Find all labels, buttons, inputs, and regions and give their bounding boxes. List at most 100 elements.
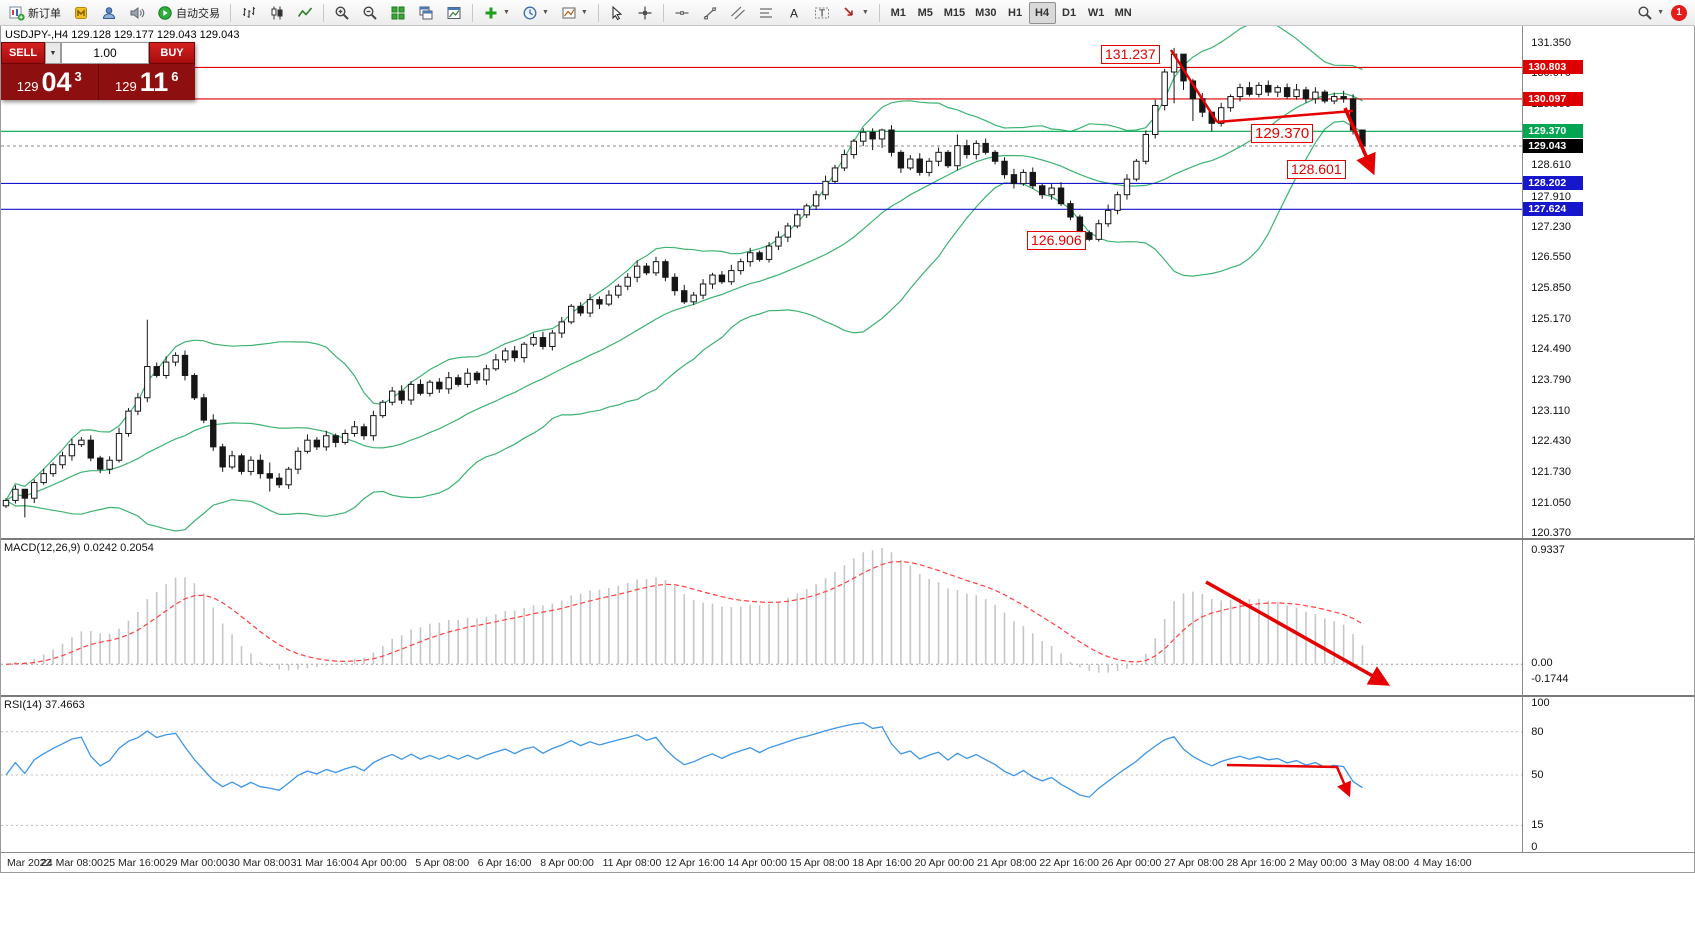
rsi-axis[interactable]: 100 80 50 15 0 <box>1522 697 1694 853</box>
price-axis-label: 127.910 <box>1531 190 1571 203</box>
macd-axis-label: 0.9337 <box>1531 544 1565 556</box>
rsi-axis-label: 0 <box>1531 841 1538 853</box>
main-chart-panel: USDJPY-,H4 129.128 129.177 129.043 129.0… <box>1 26 1694 539</box>
crosshair-tool-button[interactable] <box>632 2 658 24</box>
timeframe-h1[interactable]: H1 <box>1008 6 1023 19</box>
auto-trading-icon <box>158 5 172 20</box>
timeframe-m1[interactable]: M1 <box>890 6 906 19</box>
arrow-shape-icon <box>844 6 853 16</box>
sell-price-prefix: 129 <box>16 78 39 94</box>
time-label: 4 Apr 00:00 <box>353 857 407 869</box>
price-tag: 130.803 <box>1523 60 1584 75</box>
timeframe-m15[interactable]: M15 <box>943 6 966 19</box>
horizontal-line-tool-button[interactable] <box>669 2 695 24</box>
templates-button[interactable]: ▼ <box>556 2 593 24</box>
time-label: 27 Apr 08:00 <box>1164 857 1224 869</box>
tile-windows-icon <box>391 6 405 19</box>
price-tag: 127.624 <box>1523 202 1584 217</box>
dropdown-arrow-icon: ▼ <box>541 9 549 16</box>
buy-price-display[interactable]: 129 11 6 <box>97 64 196 100</box>
sounds-button[interactable] <box>124 2 150 24</box>
timeframe-group: M1 M5 M15 M30 H1 H4 D1 W1 MN <box>885 1 1137 24</box>
add-indicator-button[interactable]: ▼ <box>478 2 515 24</box>
macd-chart[interactable] <box>1 540 1523 695</box>
search-button[interactable]: ▼ <box>1632 2 1669 24</box>
zoom-out-button[interactable] <box>357 2 383 24</box>
notification-badge[interactable]: 1 <box>1671 4 1687 21</box>
rsi-axis-label: 80 <box>1531 725 1544 738</box>
new-order-icon <box>9 6 25 21</box>
price-tag: 129.370 <box>1523 124 1584 139</box>
macd-axis[interactable]: 0.9337 0.00 -0.1744 <box>1522 540 1694 695</box>
cursor-tool-button[interactable] <box>604 2 630 24</box>
main-chart-plot[interactable]: USDJPY-,H4 129.128 129.177 129.043 129.0… <box>1 26 1523 538</box>
price-axis[interactable]: 131.350130.670129.990129.310128.610127.9… <box>1522 26 1694 539</box>
price-tag: 128.202 <box>1523 176 1584 191</box>
template-icon <box>562 7 576 18</box>
macd-label: MACD(12,26,9) 0.0242 0.2054 <box>4 542 154 554</box>
fibonacci-tool-button[interactable] <box>753 2 779 24</box>
chart-window-button[interactable] <box>441 2 467 24</box>
candlestick-mode-button[interactable] <box>264 2 290 24</box>
price-axis-label: 121.730 <box>1531 466 1571 479</box>
cascade-windows-icon <box>419 6 433 19</box>
zoom-out-icon <box>363 5 377 20</box>
crosshair-icon <box>638 6 652 19</box>
line-chart-mode-button[interactable] <box>292 2 318 24</box>
price-callout: 128.601 <box>1287 160 1346 179</box>
auto-trading-button[interactable]: 自动交易 <box>152 2 225 24</box>
volume-dropdown[interactable]: ▼ <box>45 42 61 64</box>
timeframe-w1[interactable]: W1 <box>1087 6 1105 19</box>
contacts-button[interactable] <box>96 2 122 24</box>
channel-icon <box>730 6 745 19</box>
time-label: 28 Apr 16:00 <box>1226 857 1287 869</box>
one-click-trading-panel: SELL ▼ BUY 129 04 3 129 11 6 <box>1 42 195 100</box>
dropdown-arrow-icon: ▼ <box>580 9 588 16</box>
tile-windows-button[interactable] <box>385 2 411 24</box>
svg-text:T: T <box>819 8 825 19</box>
candlestick-chart[interactable] <box>1 26 1523 538</box>
price-axis-label: 128.610 <box>1531 159 1571 172</box>
buy-price-main: 11 <box>139 67 169 97</box>
candlestick-icon <box>271 6 283 19</box>
metaeditor-button[interactable] <box>68 2 94 24</box>
time-label: 4 May 16:00 <box>1413 857 1472 869</box>
timeframe-d1[interactable]: D1 <box>1062 6 1077 19</box>
add-indicator-icon <box>485 7 497 18</box>
channel-tool-button[interactable] <box>725 2 751 24</box>
timeframe-mn[interactable]: MN <box>1114 6 1132 19</box>
arrows-tool-button[interactable]: ▼ <box>837 2 874 24</box>
text-tool-button[interactable]: A <box>781 2 807 24</box>
price-axis-label: 123.790 <box>1531 374 1571 387</box>
timeframe-m30[interactable]: M30 <box>975 6 997 19</box>
sell-button[interactable]: SELL <box>1 42 45 64</box>
price-callout: 126.906 <box>1027 231 1086 250</box>
horizontal-line-icon <box>675 10 689 15</box>
rsi-axis-label: 50 <box>1531 769 1544 781</box>
volume-input[interactable] <box>61 42 149 64</box>
price-axis-label: 125.850 <box>1531 282 1571 295</box>
zoom-in-button[interactable] <box>329 2 355 24</box>
contacts-icon <box>102 6 116 19</box>
trendline-tool-button[interactable] <box>697 2 723 24</box>
time-axis[interactable]: Mar 2022 24 Mar 08:00 25 Mar 16:00 29 Mar 0… <box>1 852 1694 872</box>
buy-button[interactable]: BUY <box>149 42 195 64</box>
macd-plot[interactable]: MACD(12,26,9) 0.0242 0.2054 <box>1 540 1523 695</box>
timeframe-h4[interactable]: H4 <box>1028 1 1056 24</box>
trendline-icon <box>703 6 717 19</box>
cascade-windows-button[interactable] <box>413 2 439 24</box>
price-axis-label: 125.170 <box>1531 312 1571 325</box>
periods-button[interactable]: ▼ <box>517 2 554 24</box>
label-tool-button[interactable]: T <box>809 2 835 24</box>
time-label: 24 Mar 08:00 <box>41 857 103 869</box>
text-icon: A <box>790 6 798 20</box>
sell-price-display[interactable]: 129 04 3 <box>1 64 98 100</box>
timeframe-m5[interactable]: M5 <box>917 6 933 19</box>
bar-chart-mode-button[interactable] <box>236 2 262 24</box>
rsi-chart[interactable] <box>1 697 1523 852</box>
search-icon <box>1638 5 1652 20</box>
zoom-in-icon <box>335 5 349 20</box>
new-order-button[interactable]: 新订单 <box>4 2 66 24</box>
chart-ohlc-header: USDJPY-,H4 129.128 129.177 129.043 129.0… <box>5 29 240 41</box>
rsi-plot[interactable]: RSI(14) 37.4663 <box>1 697 1523 852</box>
